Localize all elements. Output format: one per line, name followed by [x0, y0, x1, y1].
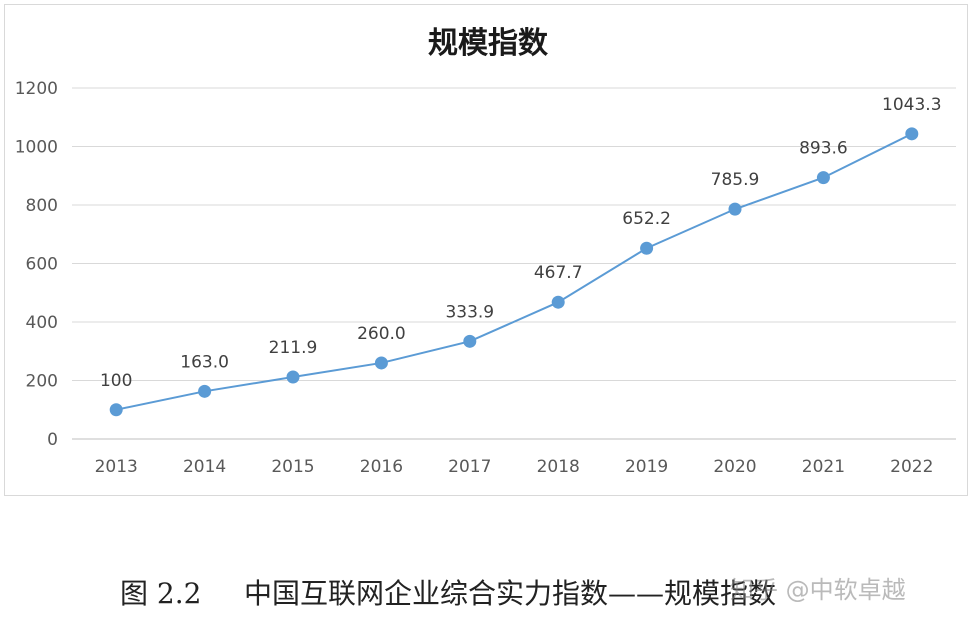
data-label: 893.6	[799, 139, 848, 159]
x-tick-label: 2021	[802, 457, 845, 477]
y-tick-label: 800	[26, 196, 58, 216]
y-tick-label: 200	[26, 372, 58, 392]
data-label: 211.9	[269, 338, 318, 358]
x-tick-label: 2019	[625, 457, 668, 477]
data-point	[463, 334, 477, 348]
data-point	[905, 127, 919, 141]
data-point	[640, 241, 654, 255]
data-point	[374, 356, 388, 370]
data-label: 100	[100, 371, 132, 391]
data-label: 333.9	[445, 302, 494, 322]
data-label: 1043.3	[882, 95, 941, 115]
data-label: 467.7	[534, 263, 583, 283]
x-tick-label: 2016	[360, 457, 403, 477]
watermark: 知乎 @中软卓越	[730, 576, 906, 604]
data-label: 652.2	[622, 209, 671, 229]
data-point	[198, 384, 212, 398]
data-point	[816, 171, 830, 185]
x-tick-label: 2020	[713, 457, 756, 477]
chart-title: 规模指数	[428, 26, 548, 61]
x-tick-label: 2022	[890, 457, 933, 477]
y-tick-label: 0	[47, 430, 58, 450]
data-point	[728, 202, 742, 216]
y-tick-label: 600	[26, 255, 58, 275]
data-label: 163.0	[180, 352, 229, 372]
x-tick-label: 2013	[95, 457, 138, 477]
figure-number: 图 2.2	[120, 577, 202, 610]
figure-caption-text: 中国互联网企业综合实力指数——规模指数	[244, 577, 777, 610]
x-tick-label: 2018	[537, 457, 580, 477]
x-tick-label: 2015	[271, 457, 314, 477]
series-line	[115, 132, 913, 411]
y-tick-label: 1200	[15, 79, 58, 99]
x-tick-label: 2017	[448, 457, 491, 477]
y-tick-label: 400	[26, 313, 58, 333]
y-tick-label: 1000	[15, 138, 58, 158]
data-point	[551, 295, 565, 309]
x-tick-label: 2014	[183, 457, 226, 477]
data-point	[109, 403, 123, 417]
data-label: 785.9	[711, 170, 760, 190]
data-label: 260.0	[357, 324, 406, 344]
chart-frame	[4, 4, 968, 496]
line-chart: 0 200 400 600 800 1000 1200 2013 2014 2015 2016 201…	[15, 79, 956, 477]
data-point	[286, 370, 300, 384]
